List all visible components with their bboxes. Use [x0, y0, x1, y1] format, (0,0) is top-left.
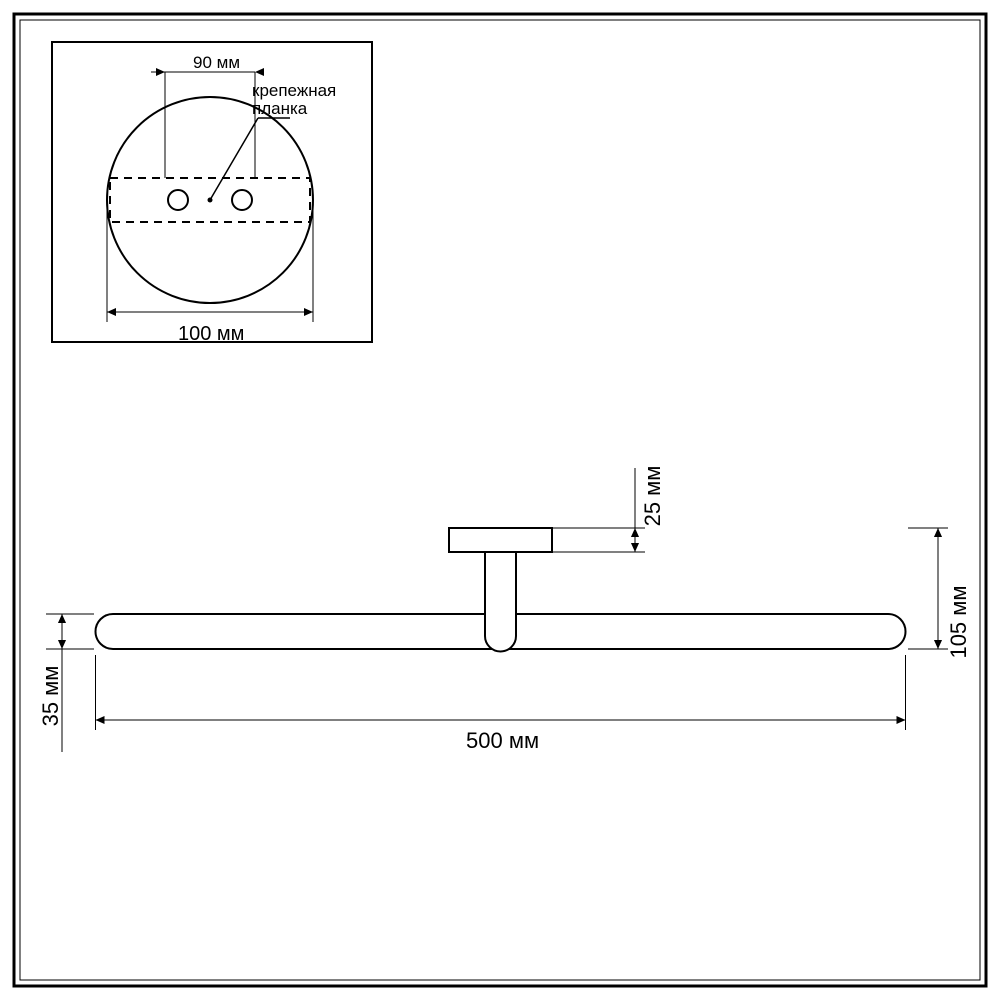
dim-25-label: 25 мм [640, 466, 665, 527]
technical-drawing: крепежнаяпланка 90 мм 100 мм 25 мм 105 мм 35 … [0, 0, 1000, 1000]
mounting-hole-0 [168, 190, 188, 210]
mount-plate [449, 528, 552, 552]
stem [485, 552, 516, 652]
svg-text:планка: планка [252, 99, 308, 118]
mounting-hole-1 [232, 190, 252, 210]
callout-label: крепежная [252, 81, 336, 100]
dim-100-label: 100 мм [178, 323, 244, 345]
dim-90-label: 90 мм [193, 53, 240, 72]
dim-105-label: 105 мм [946, 585, 971, 658]
dim-35-label: 35 мм [38, 666, 63, 727]
dim-500-label: 500 мм [466, 728, 539, 753]
